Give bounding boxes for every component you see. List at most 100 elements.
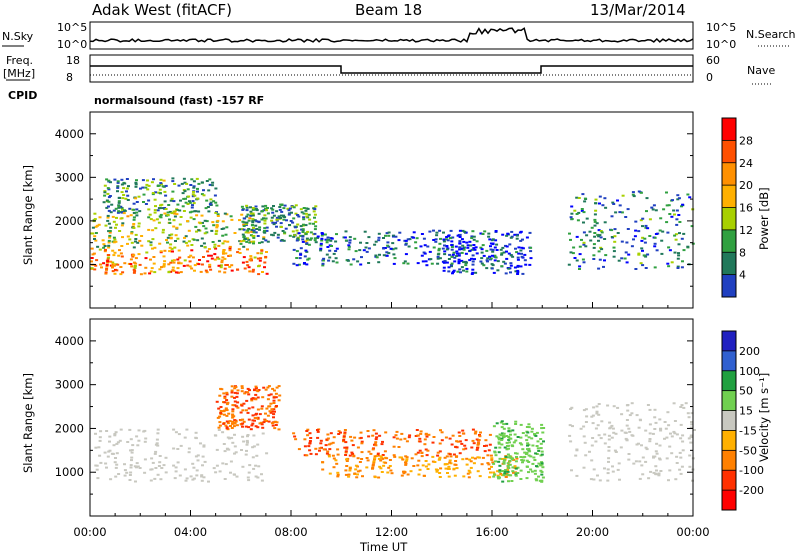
power-cell bbox=[246, 231, 250, 234]
power-cell bbox=[648, 218, 652, 221]
velocity-cell bbox=[405, 458, 409, 461]
velocity-cell bbox=[222, 410, 226, 413]
power-cell bbox=[501, 233, 505, 236]
velocity-cell bbox=[233, 433, 236, 436]
velocity-cell bbox=[231, 414, 235, 417]
velocity-cell bbox=[218, 421, 222, 424]
power-cell bbox=[171, 180, 175, 183]
velocity-cell bbox=[113, 461, 117, 464]
power-cell bbox=[616, 232, 620, 234]
power-cell bbox=[491, 264, 495, 267]
power-cell bbox=[654, 233, 658, 235]
velocity-cell bbox=[690, 412, 694, 415]
velocity-cell bbox=[540, 480, 544, 483]
power-cell bbox=[471, 230, 475, 233]
power-cell bbox=[134, 262, 138, 265]
power-cell bbox=[313, 239, 317, 242]
velocity-cell bbox=[245, 443, 249, 446]
velocity-cell bbox=[260, 423, 264, 426]
velocity-cell bbox=[490, 465, 493, 468]
power-cell bbox=[470, 248, 474, 251]
velocity-cell bbox=[490, 458, 494, 461]
velocity-cell bbox=[418, 468, 422, 471]
power-cell bbox=[229, 215, 233, 218]
velocity-cell bbox=[174, 466, 178, 469]
power-cell bbox=[598, 234, 602, 237]
velocity-cell bbox=[507, 430, 511, 433]
power-cell bbox=[135, 208, 139, 211]
velocity-cell bbox=[227, 412, 231, 415]
power-cell bbox=[132, 271, 136, 274]
velocity-cell bbox=[196, 454, 200, 457]
power-cell bbox=[120, 217, 124, 220]
velocity-cell bbox=[681, 434, 685, 437]
power-cell bbox=[137, 222, 141, 225]
power-cell bbox=[175, 209, 179, 211]
velocity-cell bbox=[242, 440, 246, 443]
velocity-cell bbox=[270, 410, 274, 413]
power-cell bbox=[589, 239, 593, 242]
power-cell bbox=[112, 220, 116, 223]
velocity-cell bbox=[235, 475, 239, 478]
velocity-cell bbox=[681, 440, 685, 443]
velocity-cell bbox=[501, 480, 505, 483]
power-cell bbox=[313, 228, 317, 231]
velocity-cell bbox=[194, 431, 198, 434]
velocity-cell bbox=[269, 411, 273, 414]
velocity-colorbar-label: Velocity [m s⁻¹] bbox=[757, 373, 771, 462]
velocity-cell bbox=[260, 479, 264, 482]
power-cell bbox=[641, 236, 645, 239]
power-cell bbox=[424, 260, 428, 263]
power-cell bbox=[389, 247, 393, 250]
velocity-cell bbox=[233, 387, 237, 390]
power-cell bbox=[252, 242, 255, 245]
velocity-cell bbox=[618, 478, 621, 481]
velocity-cell bbox=[405, 459, 409, 462]
power-cell bbox=[127, 185, 130, 188]
power-cell bbox=[264, 255, 268, 258]
power-cell bbox=[570, 205, 574, 208]
velocity-cell bbox=[469, 460, 473, 463]
velocity-cell bbox=[398, 456, 402, 459]
velocity-cell bbox=[439, 467, 443, 470]
velocity-cell bbox=[533, 469, 537, 472]
velocity-cell bbox=[541, 466, 545, 469]
power-cell bbox=[332, 252, 336, 255]
velocity-cell bbox=[431, 441, 435, 444]
velocity-cell bbox=[355, 476, 359, 479]
power-cell bbox=[468, 240, 472, 243]
velocity-cell bbox=[99, 430, 103, 433]
velocity-cell bbox=[492, 425, 496, 428]
power-cell bbox=[414, 247, 418, 250]
power-cell bbox=[93, 235, 97, 238]
power-cell bbox=[203, 246, 207, 249]
power-cell bbox=[585, 217, 589, 220]
velocity-cell bbox=[582, 409, 586, 412]
power-cell bbox=[272, 205, 275, 207]
power-cell bbox=[151, 192, 155, 194]
power-cell bbox=[295, 264, 299, 267]
power-cell bbox=[221, 256, 225, 259]
power-cell bbox=[168, 234, 172, 237]
power-cell bbox=[132, 211, 136, 214]
velocity-cell bbox=[533, 433, 536, 435]
velocity-cell bbox=[511, 445, 515, 448]
velocity-cell bbox=[412, 465, 416, 467]
power-cell bbox=[485, 259, 489, 262]
power-cell bbox=[578, 265, 582, 268]
velocity-cell bbox=[342, 436, 346, 439]
velocity-cell bbox=[599, 437, 603, 440]
power-cell bbox=[248, 258, 252, 261]
power-cell bbox=[252, 240, 256, 243]
velocity-cell bbox=[230, 389, 234, 392]
velocity-cell bbox=[345, 465, 349, 467]
velocity-cell bbox=[688, 454, 692, 457]
power-cell bbox=[295, 250, 299, 253]
power-cell bbox=[149, 244, 153, 247]
power-cell bbox=[216, 256, 220, 259]
velocity-cell bbox=[226, 448, 229, 451]
velocity-cell bbox=[668, 469, 672, 472]
velocity-cell bbox=[245, 439, 249, 442]
power-cell bbox=[139, 273, 143, 276]
power-cell bbox=[237, 248, 241, 251]
